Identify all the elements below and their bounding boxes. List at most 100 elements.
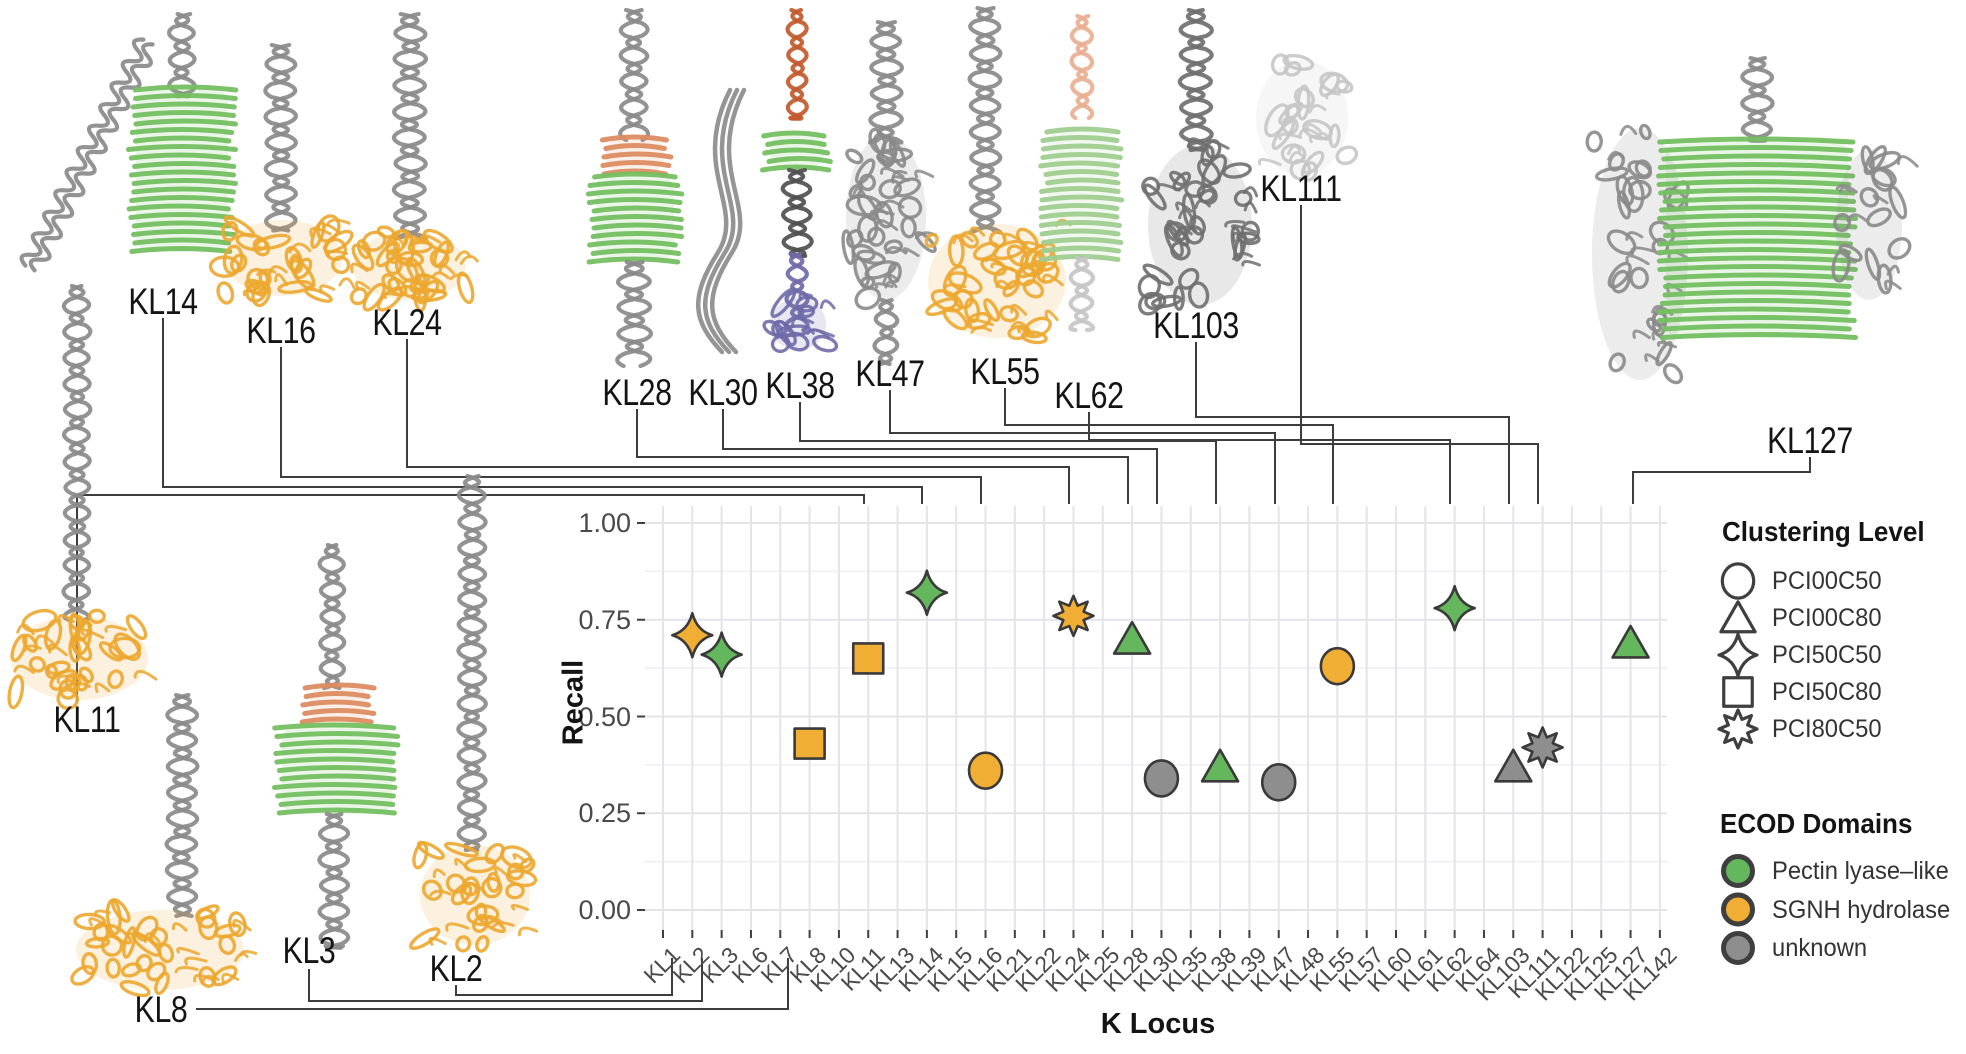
legend-color-gray-icon: [1721, 931, 1755, 965]
blob-coil: [845, 148, 864, 165]
blob-strand: [1884, 279, 1902, 291]
barrel-rung: [1039, 194, 1125, 203]
barrel-rung: [299, 716, 374, 725]
blob-coil: [376, 225, 396, 239]
leader-line-KL111: [1300, 205, 1539, 504]
blob-coil: [1293, 87, 1315, 109]
blob-strand: [1242, 186, 1259, 198]
ribbon-stalk: [624, 7, 651, 143]
data-point-KL28: [1114, 622, 1150, 654]
y-tick-label: 0.50: [578, 701, 631, 732]
blob-coil: [846, 229, 864, 249]
grid-layer: [645, 506, 1667, 930]
blob-strand: [16, 623, 35, 636]
blob-coil: [1233, 231, 1247, 262]
blob-coil: [416, 279, 440, 305]
blob-strand: [184, 956, 208, 966]
ribbon-stalk: [623, 259, 653, 369]
blob-coil: [1628, 179, 1652, 201]
barrel-rung: [1656, 213, 1858, 221]
blob-strand: [425, 288, 448, 299]
blob-coil: [221, 220, 239, 242]
blob-strand: [193, 974, 214, 983]
blob-strand: [350, 262, 369, 274]
barrel-rung: [131, 186, 237, 195]
blob-strand: [449, 273, 469, 281]
y-tick-label: 0.25: [578, 798, 631, 829]
ribbon-stalk: [317, 811, 344, 950]
barrel-rung: [760, 164, 832, 173]
blob-strand: [438, 264, 456, 275]
legend-icons-layer: [1719, 564, 1757, 965]
blob-coil: [1859, 187, 1880, 208]
data-point-KL11: [853, 643, 883, 673]
blob-coil: [421, 879, 443, 901]
blob-strand: [869, 209, 895, 216]
blob-coil: [1611, 269, 1631, 294]
ribbon-stalk: [61, 283, 87, 623]
ribbon-stalk: [785, 7, 805, 121]
barrel-rung: [1662, 196, 1857, 204]
barrel-rung: [276, 765, 397, 773]
ribbon-stalk: [787, 167, 814, 259]
blob-strand: [1278, 132, 1303, 141]
blob-strand: [852, 186, 867, 199]
ribbon-stalk: [167, 11, 192, 99]
legend-item-gray: unknown: [1772, 934, 1868, 962]
blob-coil: [1163, 223, 1184, 258]
structure-label-KL2: KL2: [429, 948, 483, 989]
legend-color-green-icon: [1721, 854, 1755, 888]
ribbon-stalk: [1177, 7, 1207, 153]
ecod-legend-title: ECOD Domains: [1720, 808, 1913, 839]
barrel-rung: [586, 197, 683, 205]
barrel-rung: [272, 722, 397, 731]
blob-strand: [1204, 139, 1230, 150]
blob-coil: [1300, 161, 1319, 182]
barrel-rung: [129, 195, 235, 203]
barrel-rung: [1657, 136, 1856, 145]
legend-shape-star8-icon: [1719, 710, 1757, 748]
barrel-rung: [1663, 230, 1851, 238]
blob-coil: [198, 915, 219, 941]
blob-coil: [992, 239, 1028, 261]
blob-strand: [463, 882, 487, 895]
blob-coil: [223, 215, 256, 238]
barrel-rung: [128, 212, 235, 220]
blob-coil: [1864, 247, 1882, 281]
ribbon-arm: [28, 42, 155, 273]
barrel-rung: [1657, 238, 1854, 247]
blob-strand: [970, 325, 992, 334]
blob-strand: [57, 614, 75, 623]
blob-coil: [245, 280, 268, 303]
blob-strand: [914, 169, 935, 179]
blob-strand: [94, 682, 111, 693]
ribbon-stalk: [1073, 255, 1096, 333]
axis-ticks-layer: [637, 522, 1661, 938]
x-axis-title: K Locus: [1100, 1008, 1216, 1040]
ribbon-stalk: [1185, 7, 1214, 153]
blob-strand: [171, 922, 188, 932]
barrel-rung: [1656, 255, 1858, 264]
blob-coil: [1302, 150, 1325, 175]
leader-line-KL38: [799, 402, 1217, 504]
blob-coil: [924, 232, 939, 248]
blob-strand: [1625, 231, 1644, 241]
blob-strand: [1241, 259, 1261, 267]
blob-strand: [459, 254, 479, 265]
ribbon-stalk: [323, 542, 347, 691]
barrel-rung: [133, 93, 238, 101]
blob-strand: [1230, 224, 1257, 234]
barrel-rung: [133, 118, 238, 127]
coil-strand: [702, 87, 740, 355]
blob-strand: [884, 280, 898, 289]
blob-strand: [969, 226, 986, 237]
structure-KL30: [695, 87, 747, 355]
blob-coil: [1887, 237, 1912, 260]
blob-coil: [873, 132, 898, 161]
blob-strand: [34, 634, 58, 648]
y-tick-label: 1.00: [578, 508, 631, 538]
blob-strand: [221, 972, 240, 984]
blob-strand: [518, 926, 539, 937]
blob-coil: [443, 841, 480, 858]
structure-KL111: [1256, 53, 1359, 182]
